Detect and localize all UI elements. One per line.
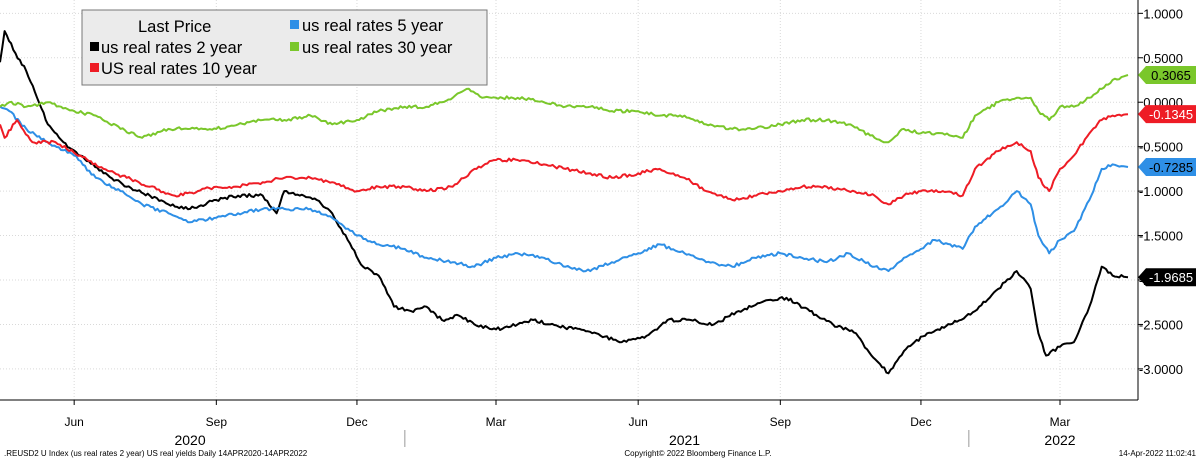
last-value-badge: -1.9685: [1138, 268, 1196, 287]
badge-value: -0.1345: [1149, 107, 1193, 122]
series-line: [0, 74, 1129, 144]
badge-layer: -1.9685 -0.7285 -0.1345 0.3065: [1138, 65, 1196, 287]
footer-source: .REUSD2 U Index (us real rates 2 year) U…: [4, 449, 308, 458]
xtick-label: Sep: [206, 415, 228, 429]
ytick-label: 0.5000: [1143, 51, 1183, 66]
year-label: 2020: [174, 432, 205, 448]
badge-shape: [1138, 268, 1196, 287]
legend-label-2y: us real rates 2 year: [101, 39, 243, 57]
ytick-label: -1.5000: [1139, 229, 1183, 244]
badge-value: -0.7285: [1149, 160, 1193, 175]
badge-shape: [1138, 157, 1196, 176]
legend-label-30y: us real rates 30 year: [302, 39, 453, 57]
legend-title: Last Price: [138, 18, 211, 36]
xtick-label: Mar: [1050, 415, 1071, 429]
footer-timestamp: 14-Apr-2022 11:02:41: [1119, 449, 1197, 458]
xtick-label: Sep: [770, 415, 792, 429]
ytick-label: -0.5000: [1139, 140, 1183, 155]
legend-swatch-2y: [90, 42, 99, 51]
series-layer: [0, 30, 1129, 375]
badge-value: 0.3065: [1151, 68, 1191, 83]
last-value-badge: -0.1345: [1138, 105, 1196, 124]
badge-shape: [1138, 105, 1196, 124]
legend-label-5y: us real rates 5 year: [302, 17, 444, 35]
badge-value: -1.9685: [1149, 270, 1193, 285]
series-line: [0, 30, 1129, 375]
legend-swatch-30y: [290, 42, 299, 51]
ytick-label: -3.0000: [1139, 362, 1183, 377]
xtick-label: Dec: [910, 415, 931, 429]
footer-copyright: Copyright© 2022 Bloomberg Finance L.P.: [624, 449, 771, 458]
year-label: 2021: [669, 432, 700, 448]
badge-shape: [1138, 65, 1196, 84]
series-line: [0, 105, 1129, 273]
last-value-badge: 0.3065: [1138, 65, 1196, 84]
xtick-label: Jun: [64, 415, 83, 429]
series-line: [0, 113, 1129, 206]
ytick-label: 1.0000: [1143, 6, 1183, 21]
year-label: 2022: [1044, 432, 1075, 448]
last-value-badge: -0.7285: [1138, 157, 1196, 176]
ytick-label: -2.5000: [1139, 317, 1183, 332]
legend-swatch-5y: [290, 20, 299, 29]
legend-box: [81, 9, 488, 86]
legend-swatch-10y: [90, 63, 99, 72]
ytick-label: -1.0000: [1139, 184, 1183, 199]
footer: .REUSD2 U Index (us real rates 2 year) U…: [4, 449, 1197, 458]
legend: Last Price us real rates 5 year us real …: [81, 9, 488, 86]
legend-label-10y: US real rates 10 year: [101, 60, 257, 78]
xtick-label: Jun: [628, 415, 647, 429]
xtick-label: Dec: [346, 415, 367, 429]
xtick-label: Mar: [486, 415, 507, 429]
grid-layer: [0, 0, 1140, 400]
